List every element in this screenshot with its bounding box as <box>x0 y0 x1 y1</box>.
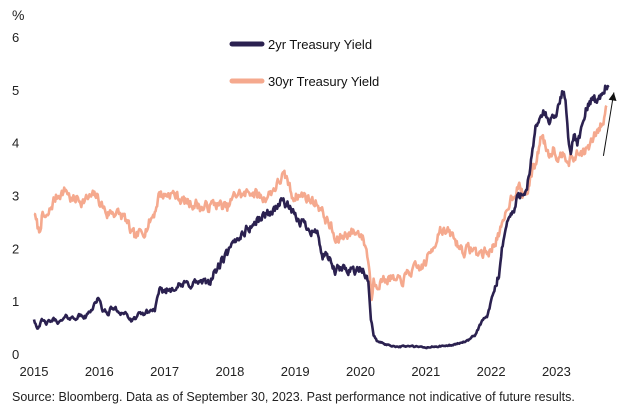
series-line-30yr <box>33 104 608 302</box>
x-tick-label: 2017 <box>150 364 179 379</box>
annotations <box>602 92 617 156</box>
legend-label-2yr: 2yr Treasury Yield <box>268 37 372 52</box>
x-tick-label: 2023 <box>542 364 571 379</box>
trend-arrow-head <box>608 92 617 102</box>
y-tick-label: 1 <box>12 294 19 309</box>
x-tick-label: 2018 <box>215 364 244 379</box>
legend-label-30yr: 30yr Treasury Yield <box>268 74 379 89</box>
series-line-2yr <box>32 84 610 350</box>
y-axis-label: % <box>12 7 24 23</box>
y-tick-label: 3 <box>12 189 19 204</box>
y-tick-label: 0 <box>12 347 19 362</box>
x-tick-label: 2020 <box>346 364 375 379</box>
x-tick-label: 2016 <box>85 364 114 379</box>
x-tick-label: 2022 <box>477 364 506 379</box>
x-tick-label: 2015 <box>20 364 49 379</box>
y-axis-ticks: 0 1 2 3 4 5 6 <box>12 30 19 362</box>
trend-arrow-shaft <box>602 92 615 156</box>
legend: 2yr Treasury Yield 30yr Treasury Yield <box>229 37 379 89</box>
y-tick-label: 4 <box>12 136 19 151</box>
x-tick-label: 2021 <box>411 364 440 379</box>
y-tick-label: 6 <box>12 30 19 45</box>
y-tick-label: 5 <box>12 83 19 98</box>
series-lines <box>32 84 610 350</box>
source-note: Source: Bloomberg. Data as of September … <box>12 390 575 404</box>
x-axis-ticks: 2015 2016 2017 2018 2019 2020 2021 2022 2023 <box>20 364 571 379</box>
x-tick-label: 2019 <box>281 364 310 379</box>
y-tick-label: 2 <box>12 241 19 256</box>
